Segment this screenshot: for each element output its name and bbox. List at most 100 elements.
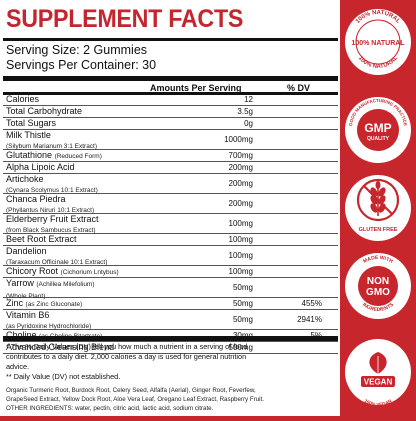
natural-seal-badge: 100% NATURAL 100% NATURAL 100% NATURAL	[345, 9, 411, 75]
facts-row: Zinc (as Zinc Gluconate) 50mg 455%	[3, 298, 338, 310]
no-symbol-ring	[356, 178, 400, 222]
footnote-line-1: * The % Daily Values (DV) tell you how m…	[6, 342, 248, 351]
facts-row: Total Carbohydrate 3.5g	[3, 106, 338, 118]
facts-row: Vitamin B6 (as Pyridoxine Hydrochloride) 5…	[3, 310, 338, 330]
nongmo-main-2: GMO	[366, 287, 390, 298]
amount-per-serving: 50mg	[232, 283, 253, 292]
column-header-amount: Amounts Per Serving	[150, 83, 242, 93]
facts-row: Artichoke (Cynara Scolymus 10:1 Extract) 2…	[3, 174, 338, 194]
ingredients-line-1: Organic Turmeric Root, Burdock Root, Cel…	[6, 387, 256, 394]
gluten-free-text: GLUTEN FREE	[359, 227, 398, 233]
natural-seal-outer	[345, 9, 411, 75]
nutrient-source-line2: (Whole Plant)	[6, 293, 46, 300]
ingredients-line-2: GrapeSeed Extract, Yellow Dock Root, Alo…	[6, 396, 264, 403]
nutrient-name: Yarrow (Achillea Milefolium) (Whole Plant…	[6, 278, 95, 302]
amount-per-serving: 0g	[244, 119, 253, 128]
daily-value-percent: 2941%	[297, 315, 322, 324]
amount-per-serving: 1000mg	[224, 135, 253, 144]
nutrient-name: Beet Root Extract	[6, 234, 77, 244]
natural-seal-ring	[355, 19, 401, 65]
nutrient-source-line2: (Silybum Marianum 3:1 Extract)	[6, 143, 98, 150]
nutrient-label: Beet Root Extract	[6, 234, 77, 244]
amount-per-serving: 500mg	[228, 343, 253, 352]
nutrient-label: Vitamin B6	[6, 310, 50, 320]
supplement-facts-panel: SUPPLEMENT FACTS Serving Size: 2 Gummies…	[0, 0, 340, 416]
nutrient-label: Glutathione	[6, 150, 53, 160]
nutrient-name: Elderberry Fruit Extract (from Black Samb…	[6, 214, 99, 236]
nongmo-main-1: NON	[367, 276, 389, 287]
facts-row: Chanca Piedra (Phyllantus Niruri 10:1 Ext…	[3, 194, 338, 214]
gmp-main-text: GMP	[364, 121, 391, 135]
facts-row: Beet Root Extract 100mg	[3, 234, 338, 246]
amount-per-serving: 200mg	[228, 179, 253, 188]
header-divider	[3, 92, 338, 95]
amount-per-serving: 100mg	[228, 235, 253, 244]
nutrient-label: Choline	[6, 330, 37, 340]
facts-row: Total Sugars 0g	[3, 118, 338, 130]
amount-per-serving: 30mg	[233, 331, 253, 340]
amount-per-serving: 200mg	[228, 199, 253, 208]
nutrient-source: (Cichorium Lntybus)	[60, 269, 119, 276]
facts-row: Elderberry Fruit Extract (from Black Samb…	[3, 214, 338, 234]
facts-row: Milk Thistle (Silybum Marianum 3:1 Extrac…	[3, 130, 338, 150]
nutrient-source-line2: (as Pyridoxine Hydrochloride)	[6, 323, 92, 330]
amount-per-serving: 3.5g	[237, 107, 253, 116]
facts-row: Glutathione (Reduced Form) 700mg	[3, 150, 338, 162]
nutrient-source-line2: (from Black Sambucus Extract)	[6, 227, 96, 234]
facts-row: Chicory Root (Cichorium Lntybus) 100mg	[3, 266, 338, 278]
daily-value-percent: 5%	[310, 331, 322, 340]
footnote-line-2: contributes to a daily diet. 2,000 calor…	[6, 352, 247, 361]
amount-per-serving: 12	[244, 95, 253, 104]
badges-svg: 100% NATURAL 100% NATURAL 100% NATURAL G…	[345, 9, 411, 407]
amount-per-serving: 200mg	[228, 163, 253, 172]
amount-per-serving: 50mg	[232, 299, 253, 308]
amount-per-serving: 100mg	[228, 219, 253, 228]
nutrient-source-line2: (Phyllantus Niruri 10:1 Extract)	[6, 207, 95, 214]
nutrient-name: Artichoke (Cynara Scolymus 10:1 Extract)	[6, 174, 98, 196]
column-header-dv: % DV	[287, 83, 311, 93]
nutrient-label: Alpha Lipoic Acid	[6, 162, 75, 172]
nutrient-label: Elderberry Fruit Extract	[6, 214, 99, 224]
nutrient-name: Total Sugars	[6, 118, 56, 128]
nongmo-bottom-text: INGREDIENTS	[361, 301, 395, 313]
nutrient-label: Artichoke	[6, 174, 44, 184]
nutrient-source-line2: (Cynara Scolymus 10:1 Extract)	[6, 187, 98, 194]
daily-value-percent: 455%	[301, 299, 322, 308]
serving-size: Serving Size: 2 Gummies	[6, 43, 148, 57]
heavy-divider	[3, 76, 338, 81]
nutrient-label: Calories	[6, 94, 40, 104]
nutrient-name: Zinc (as Zinc Gluconate)	[6, 298, 82, 310]
nutrient-source-line2: (Taraxacum Officinale 10:1 Extract)	[6, 259, 108, 266]
amount-per-serving: 100mg	[228, 267, 253, 276]
nutrient-label: Dandelion	[6, 246, 47, 256]
gmp-badge: GOOD MANUFACTURING PRACTICE GMP QUALITY	[345, 97, 411, 163]
ingredients-line-3: OTHER INGREDIENTS: water, pectin, citric…	[6, 405, 214, 412]
nutrient-label: Chanca Piedra	[6, 194, 66, 204]
facts-row: Advanced Cleansing Blend 500mg	[3, 342, 338, 354]
servings-per-container: Servings Per Container: 30	[6, 58, 157, 72]
title-divider	[3, 38, 338, 41]
nutrient-name: Calories	[6, 94, 39, 104]
nutrient-name: Vitamin B6 (as Pyridoxine Hydrochloride)	[6, 310, 91, 332]
nutrient-name: Milk Thistle (Silybum Marianum 3:1 Extrac…	[6, 130, 97, 152]
nutrient-name: Chicory Root (Cichorium Lntybus)	[6, 266, 119, 278]
nutrient-label: Milk Thistle	[6, 130, 51, 140]
nutrient-name: Advanced Cleansing Blend	[6, 342, 114, 352]
nongmo-top-text: MADE WITH	[362, 255, 394, 265]
facts-row: Alpha Lipoic Acid 200mg	[3, 162, 338, 174]
natural-center-text: 100% NATURAL	[351, 40, 405, 47]
nutrient-name: Glutathione (Reduced Form)	[6, 150, 102, 162]
gmp-seal-inner	[357, 109, 399, 151]
facts-row: Dandelion (Taraxacum Officinale 10:1 Extr…	[3, 246, 338, 266]
non-gmo-badge: MADE WITH INGREDIENTS NON GMO	[345, 253, 411, 319]
vegan-label-box	[361, 376, 395, 387]
vegan-ring-text: 100% VEGAN	[364, 398, 393, 407]
bottom-divider	[3, 336, 338, 341]
vegan-badge: VEGAN 100% VEGAN	[345, 339, 411, 407]
nutrient-source: (as Zinc Gluconate)	[25, 301, 83, 308]
nutrient-label: Chicory Root	[6, 266, 59, 276]
nutrient-label: Zinc	[6, 298, 24, 308]
footnote-line-3: advice.	[6, 362, 30, 371]
nongmo-seal-inner	[358, 266, 398, 306]
facts-row: Yarrow (Achillea Milefolium) (Whole Plant…	[3, 278, 338, 300]
